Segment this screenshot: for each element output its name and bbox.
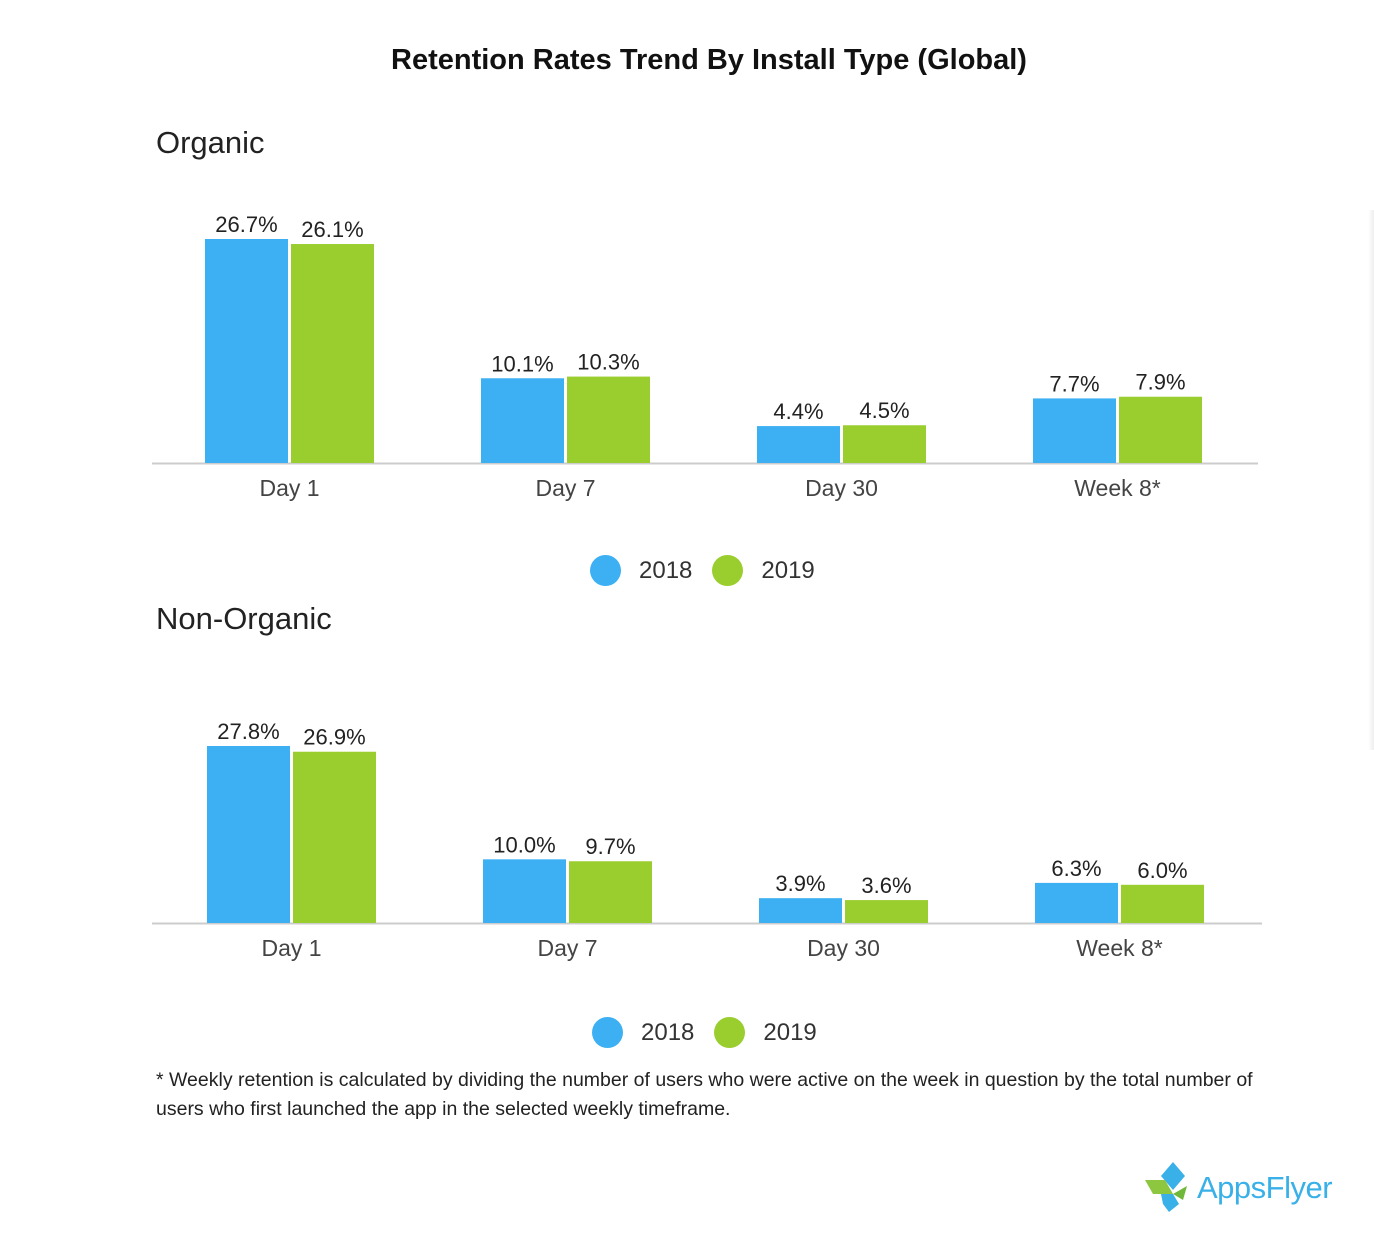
organic-data-label-2019-2: 4.5% bbox=[859, 398, 909, 423]
non-organic-bar-chart: 27.8% 26.9% Day 1 10.0% 9.7% Day 7 3.9% 3.6% Day… bbox=[152, 719, 1262, 961]
organic-bar-chart: 26.7% 26.1% Day 1 10.1% 10.3% Day 7 4.4% 4.5% Da… bbox=[152, 212, 1258, 501]
legend-label-2018: 2018 bbox=[641, 1018, 695, 1046]
organic-data-label-2019-1: 10.3% bbox=[577, 350, 639, 375]
non-organic-bar-2018-2 bbox=[759, 898, 842, 923]
organic-bar-2019-1 bbox=[567, 376, 650, 463]
non-organic-chart-title: Non-Organic bbox=[156, 601, 332, 636]
organic-data-label-2018-1: 10.1% bbox=[491, 351, 553, 376]
non-organic-bar-2019-3 bbox=[1121, 884, 1204, 923]
legend-dot-2019 bbox=[714, 1017, 746, 1048]
non-organic-category-label-1: Day 7 bbox=[537, 935, 597, 961]
organic-bar-2018-1 bbox=[481, 378, 564, 463]
non-organic-bar-2018-1 bbox=[483, 859, 566, 923]
organic-bar-2019-2 bbox=[843, 425, 926, 463]
non-organic-bar-2019-2 bbox=[845, 900, 928, 923]
appsflyer-logo-icon bbox=[1145, 1162, 1187, 1212]
non-organic-data-label-2019-0: 26.9% bbox=[303, 725, 365, 750]
legend-item-2018: 2018 bbox=[590, 555, 692, 586]
edge-shadow bbox=[1368, 210, 1374, 750]
organic-bar-2019-3 bbox=[1119, 396, 1202, 463]
organic-category-label-0: Day 1 bbox=[259, 475, 319, 501]
non-organic-data-label-2018-2: 3.9% bbox=[775, 871, 825, 896]
non-organic-data-label-2018-3: 6.3% bbox=[1051, 856, 1101, 881]
non-organic-legend: 2018 2019 bbox=[592, 1017, 837, 1048]
legend-item-2018: 2018 bbox=[592, 1017, 694, 1048]
non-organic-data-label-2018-1: 10.0% bbox=[493, 832, 555, 857]
legend-label-2019: 2019 bbox=[761, 556, 815, 584]
legend-dot-2019 bbox=[712, 555, 744, 586]
appsflyer-logo: AppsFlyer bbox=[1143, 1160, 1333, 1216]
organic-data-label-2019-3: 7.9% bbox=[1135, 370, 1185, 395]
legend-item-2019: 2019 bbox=[712, 555, 815, 586]
organic-data-label-2018-2: 4.4% bbox=[773, 399, 823, 424]
non-organic-bar-2018-3 bbox=[1035, 882, 1118, 923]
organic-data-label-2019-0: 26.1% bbox=[301, 217, 363, 242]
non-organic-category-label-3: Week 8* bbox=[1076, 935, 1163, 961]
legend-label-2018: 2018 bbox=[639, 556, 693, 584]
organic-bar-2019-0 bbox=[291, 244, 374, 463]
non-organic-bar-2018-0 bbox=[207, 746, 290, 923]
legend-item-2019: 2019 bbox=[714, 1017, 817, 1048]
non-organic-bar-2019-0 bbox=[293, 751, 376, 923]
non-organic-data-label-2019-3: 6.0% bbox=[1137, 858, 1187, 883]
organic-legend: 2018 2019 bbox=[590, 555, 835, 586]
organic-bar-2018-3 bbox=[1033, 398, 1116, 463]
footnote: * Weekly retention is calculated by divi… bbox=[156, 1069, 1253, 1120]
legend-dot-2018 bbox=[592, 1017, 623, 1048]
non-organic-bar-2019-1 bbox=[569, 861, 652, 923]
non-organic-data-label-2019-2: 3.6% bbox=[861, 873, 911, 898]
logo-text: AppsFlyer bbox=[1197, 1170, 1333, 1205]
non-organic-data-label-2018-0: 27.8% bbox=[217, 719, 279, 744]
non-organic-category-label-0: Day 1 bbox=[261, 935, 321, 961]
organic-bar-2018-2 bbox=[757, 426, 840, 463]
non-organic-data-label-2019-1: 9.7% bbox=[585, 834, 635, 859]
organic-data-label-2018-0: 26.7% bbox=[215, 212, 277, 237]
organic-chart-title: Organic bbox=[156, 125, 265, 160]
legend-label-2019: 2019 bbox=[763, 1018, 817, 1046]
page-title: Retention Rates Trend By Install Type (G… bbox=[391, 44, 1027, 76]
organic-data-label-2018-3: 7.7% bbox=[1049, 371, 1099, 396]
organic-bar-2018-0 bbox=[205, 239, 288, 463]
organic-category-label-2: Day 30 bbox=[805, 475, 878, 501]
organic-category-label-1: Day 7 bbox=[535, 475, 595, 501]
non-organic-category-label-2: Day 30 bbox=[807, 935, 880, 961]
organic-category-label-3: Week 8* bbox=[1074, 475, 1161, 501]
legend-dot-2018 bbox=[590, 555, 621, 586]
